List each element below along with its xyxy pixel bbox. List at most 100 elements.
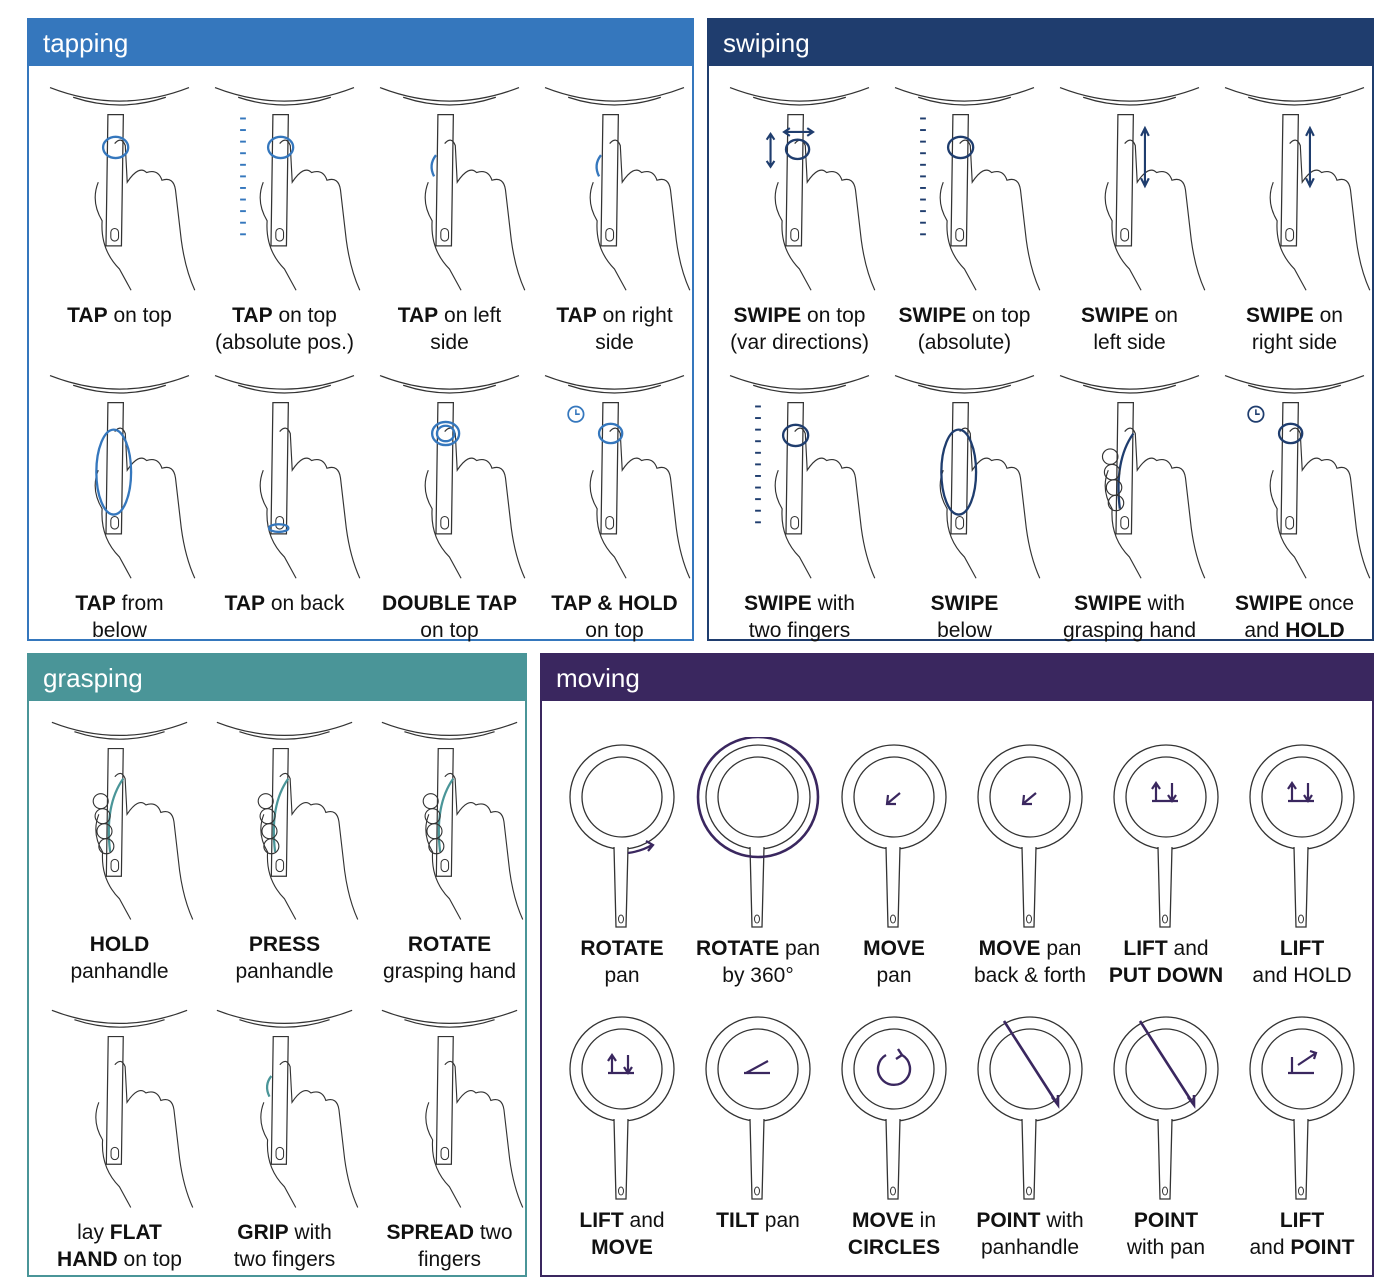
- pan-handle-tap-absolute-icon: [214, 86, 361, 291]
- moving-caption: ROTATE pan by 360°: [684, 935, 832, 989]
- moving-item: POINT with pan: [1098, 1009, 1234, 1259]
- moving-item: ROTATE pan by 360°: [690, 737, 826, 987]
- moving-caption: POINT with pan: [1092, 1207, 1240, 1261]
- grasping-item: GRIP with two fingers: [202, 999, 367, 1279]
- caption-keyword: MOVE: [863, 937, 925, 960]
- tapping-caption: TAP from below: [31, 590, 208, 644]
- tapping-caption: TAP on left side: [361, 302, 538, 356]
- caption-text-2: (var directions): [730, 331, 869, 354]
- tapping-panel: tapping TAP on top TAP on top (absolute po…: [27, 18, 694, 644]
- swiping-caption: SWIPE on left side: [1041, 302, 1218, 356]
- caption-keyword: GRIP: [237, 1221, 289, 1244]
- grasping-caption: lay FLAT HAND on top: [31, 1219, 208, 1273]
- pan-handle-flat-hand-icon: [51, 1009, 194, 1208]
- pan-handle-tap-right-icon: [544, 86, 691, 291]
- moving-item: LIFT and MOVE: [554, 1009, 690, 1259]
- moving-caption: LIFT and POINT: [1228, 1207, 1376, 1261]
- tapping-item: TAP on top (absolute pos.): [202, 76, 367, 356]
- caption-keyword: TAP & HOLD: [551, 592, 678, 615]
- grasping-item: lay FLAT HAND on top: [37, 999, 202, 1279]
- grasping-caption: GRIP with two fingers: [196, 1219, 373, 1273]
- moving-caption: MOVE pan back & forth: [956, 935, 1104, 989]
- swiping-caption: SWIPE on top (var directions): [711, 302, 888, 356]
- caption-keyword-2: POINT: [1290, 1236, 1355, 1259]
- pan-handle-swipe-right-icon: [1224, 86, 1371, 291]
- tapping-caption: TAP on back: [196, 590, 373, 617]
- caption-text: from: [115, 592, 164, 615]
- moving-caption: LIFT and HOLD: [1228, 935, 1376, 989]
- swiping-caption: SWIPE with grasping hand: [1041, 590, 1218, 644]
- caption-text-2: below: [937, 619, 992, 642]
- grasping-title: grasping: [29, 655, 525, 701]
- caption-keyword: SWIPE: [1246, 304, 1314, 327]
- caption-keyword: POINT: [976, 1209, 1041, 1232]
- tapping-item: TAP from below: [37, 364, 202, 644]
- caption-text: once: [1302, 592, 1355, 615]
- caption-text-2: fingers: [417, 1248, 482, 1271]
- swiping-caption: SWIPE on right side: [1206, 302, 1383, 356]
- caption-text-2: back & forth: [973, 964, 1087, 987]
- caption-text-2: side: [595, 331, 634, 354]
- grasping-item: HOLD panhandle: [37, 711, 202, 991]
- caption-keyword: SPREAD: [386, 1221, 474, 1244]
- moving-panel: moving ROTATE pan ROTATE pan by 360° MOVE pan…: [540, 653, 1374, 1277]
- pan-rotate-icon: [569, 744, 675, 928]
- caption-text: on top: [966, 304, 1031, 327]
- grasping-item: SPREAD two fingers: [367, 999, 532, 1279]
- pan-handle-tap-hold-icon: [544, 374, 691, 579]
- caption-keyword-2: HOLD: [1285, 619, 1345, 642]
- caption-keyword: PRESS: [248, 933, 321, 956]
- caption-text-2: (absolute): [917, 331, 1012, 354]
- pan-lift-move-icon: [569, 1016, 675, 1200]
- pan-handle-grip-two-icon: [216, 1009, 359, 1208]
- caption-text: on: [1313, 304, 1343, 327]
- pan-handle-swipe-two-fingers-icon: [729, 374, 876, 579]
- caption-text: on top: [272, 304, 337, 327]
- caption-text-2: and HOLD: [1252, 964, 1352, 987]
- pan-circles-icon: [841, 1016, 947, 1200]
- moving-caption: LIFT and MOVE: [548, 1207, 696, 1261]
- caption-keyword: LIFT: [1279, 1209, 1325, 1232]
- caption-text-2: and: [1244, 619, 1286, 642]
- caption-text-2: two fingers: [748, 619, 851, 642]
- moving-item: MOVE pan back & forth: [962, 737, 1098, 987]
- pan-handle-swipe-absolute-icon: [894, 86, 1041, 291]
- caption-keyword: MOVE: [851, 1209, 914, 1232]
- moving-item: MOVE pan: [826, 737, 962, 987]
- caption-keyword: DOUBLE TAP: [382, 592, 517, 615]
- caption-text-2: below: [92, 619, 147, 642]
- pan-lift-hold-icon: [1249, 744, 1355, 928]
- caption-text-2: pan: [876, 964, 912, 987]
- pan-handle-swipe-hold-icon: [1224, 374, 1371, 579]
- caption-text-2: with pan: [1126, 1236, 1206, 1259]
- pan-handle-rotate-grasp-icon: [381, 721, 524, 920]
- caption-keyword: ROTATE: [695, 937, 780, 960]
- grasping-caption: HOLD panhandle: [31, 931, 208, 985]
- caption-text: on back: [265, 592, 345, 615]
- caption-keyword: SWIPE: [733, 304, 802, 327]
- swiping-item: SWIPE on left side: [1047, 76, 1212, 356]
- caption-keyword-2: PUT DOWN: [1108, 964, 1224, 987]
- pan-move-icon: [841, 744, 947, 928]
- caption-text-2: side: [430, 331, 469, 354]
- pan-handle-spread-icon: [381, 1009, 524, 1208]
- grasping-caption: ROTATE grasping hand: [361, 931, 538, 985]
- swiping-item: SWIPE once and HOLD: [1212, 364, 1377, 644]
- caption-text-2: panhandle: [980, 1236, 1080, 1259]
- pan-handle-swipe-grasp-icon: [1059, 374, 1206, 579]
- tapping-caption: TAP on right side: [526, 302, 703, 356]
- pan-handle-swipe-left-icon: [1059, 86, 1206, 291]
- pan-lift-put-down-icon: [1113, 744, 1219, 928]
- tapping-caption: TAP on top (absolute pos.): [196, 302, 373, 356]
- caption-text: with: [811, 592, 855, 615]
- caption-text: with: [1141, 592, 1185, 615]
- caption-prefix: lay: [77, 1221, 110, 1244]
- caption-text: and: [623, 1209, 665, 1232]
- caption-text: pan: [1040, 937, 1082, 960]
- caption-keyword: MOVE: [978, 937, 1041, 960]
- caption-keyword: SWIPE: [930, 592, 999, 615]
- caption-keyword: SWIPE: [1234, 592, 1303, 615]
- moving-caption: MOVE pan: [820, 935, 968, 989]
- grasping-caption: PRESS panhandle: [196, 931, 373, 985]
- grasping-caption: SPREAD two fingers: [361, 1219, 538, 1273]
